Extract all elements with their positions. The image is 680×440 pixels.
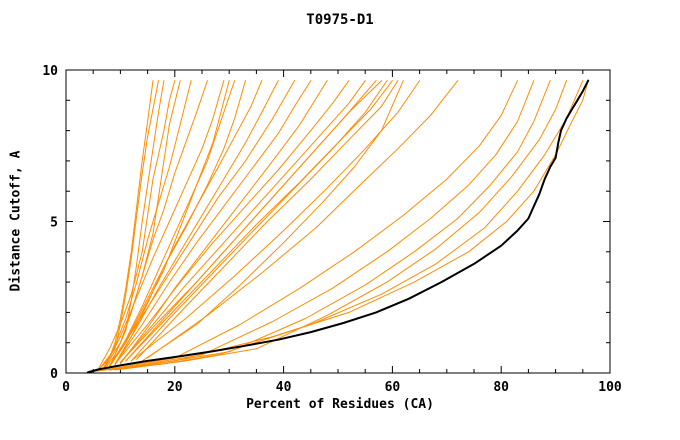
series-model-32 [92, 80, 589, 372]
series-model-28 [109, 80, 535, 371]
series-model-29 [109, 80, 551, 371]
series-model-22 [125, 80, 393, 362]
series-model-25 [130, 80, 421, 362]
x-tick-label: 100 [598, 380, 622, 395]
x-tick-label: 0 [62, 380, 70, 395]
series-model-08 [103, 80, 225, 369]
y-axis-label: Distance Cutoff, A [8, 150, 24, 292]
series-model-06 [103, 80, 192, 368]
x-tick-label: 60 [385, 380, 401, 395]
series-model-17 [114, 80, 350, 365]
x-tick-label: 80 [493, 380, 509, 395]
series-model-16 [119, 80, 328, 365]
y-tick-label: 5 [50, 216, 58, 231]
series-model-04 [98, 80, 176, 369]
series-model-23 [136, 80, 399, 360]
x-axis-label: Percent of Residues (CA) [246, 397, 434, 412]
y-tick-label: 10 [42, 64, 58, 79]
series-model-18 [119, 80, 366, 363]
series-model-07 [109, 80, 208, 368]
series-model-02 [98, 80, 159, 371]
series-model-12 [109, 80, 263, 368]
series-model-14 [109, 80, 295, 366]
series-model-19 [125, 80, 377, 362]
x-tick-label: 40 [276, 380, 292, 395]
series-model-30 [114, 80, 567, 371]
series-model-10 [109, 80, 236, 368]
series-model-11 [114, 80, 246, 366]
series-model-20 [119, 80, 382, 363]
series-model-31 [103, 80, 584, 371]
series-model-15 [114, 80, 312, 365]
series-model-26 [147, 80, 459, 359]
series-model-24 [141, 80, 404, 362]
x-tick-label: 20 [167, 380, 183, 395]
series-model-13 [114, 80, 279, 365]
series-best-model [86, 79, 590, 374]
series-model-21 [130, 80, 388, 362]
chart-title: T0975-D1 [306, 12, 374, 28]
series-model-27 [103, 80, 518, 371]
y-tick-label: 0 [50, 367, 58, 382]
